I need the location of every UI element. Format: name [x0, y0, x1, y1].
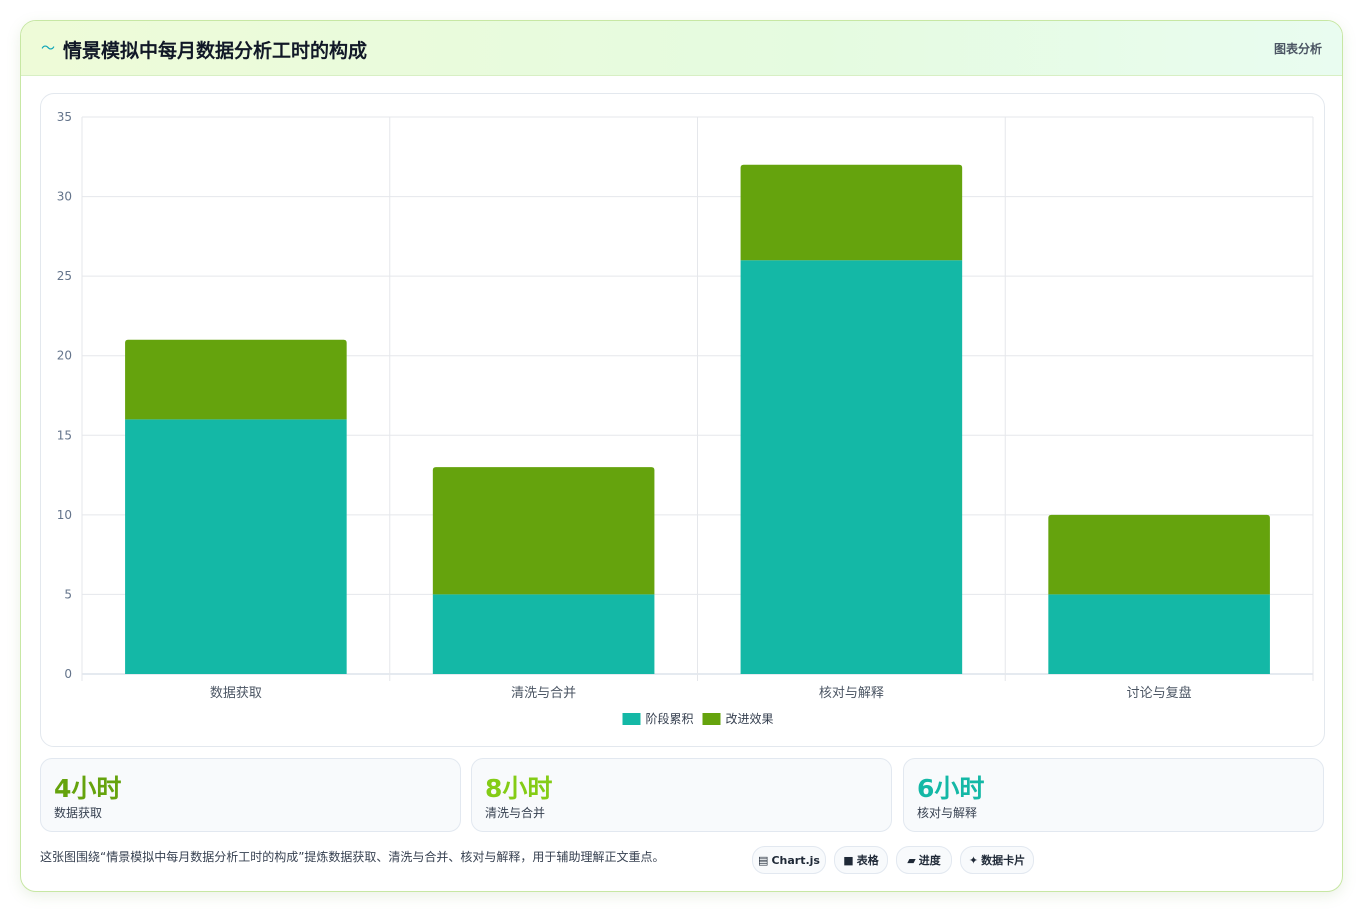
stat-label: 核对与解释 [917, 806, 978, 820]
chip-label: 进度 [918, 854, 941, 867]
chart-tag: 图表分析 [1273, 42, 1322, 56]
x-tick-label: 清洗与合并 [511, 686, 576, 701]
chip-data-card[interactable]: ✦ 数据卡片 [960, 846, 1034, 874]
bar-segment [740, 260, 963, 674]
chart-area: 0 5 10 15 20 25 30 35 数据获取 清洗与合并 核对与解释 讨论与复盘阶段累积 改进效… [40, 93, 1325, 747]
bar-segment [125, 419, 347, 674]
chip-progress[interactable]: ▰ 进度 [896, 846, 952, 874]
stat-label: 清洗与合并 [485, 806, 546, 820]
stat-value: 6小时 [917, 774, 985, 803]
chip-chartjs[interactable]: ▤ Chart.js [752, 846, 826, 874]
chart-note: 这张图围绕“情景模拟中每月数据分析工时的构成”提炼数据获取、清洗与合并、核对与解… [40, 850, 665, 864]
bar-segment [1048, 594, 1270, 674]
sparkle-icon: ✦ [968, 853, 979, 867]
chip-label: Chart.js [771, 853, 820, 867]
bar-segment [125, 339, 347, 420]
y-tick-label: 15 [57, 428, 72, 442]
bar-segment [740, 164, 963, 261]
x-tick-label: 核对与解释 [819, 686, 884, 701]
chart-icon: ▤ [758, 853, 769, 867]
stat-label: 数据获取 [54, 806, 103, 820]
chip-label: 数据卡片 [981, 854, 1026, 867]
stat-card-3: 6小时 核对与解释 [903, 758, 1324, 832]
table-icon: ■ [843, 853, 854, 867]
y-tick-label: 5 [64, 587, 72, 601]
y-tick-label: 35 [57, 110, 72, 124]
wave-icon: 〜 [41, 41, 55, 57]
stat-card-1: 4小时 数据获取 [40, 758, 461, 832]
y-tick-label: 25 [57, 269, 72, 283]
legend-label: 改进效果 [726, 711, 774, 726]
chart-card: 〜 情景模拟中每月数据分析工时的构成 图表分析 0 5 10 15 20 25 30 35 数据… [20, 20, 1343, 892]
legend-swatch [702, 713, 721, 725]
y-tick-label: 0 [64, 667, 72, 681]
chart-title: 情景模拟中每月数据分析工时的构成 [63, 40, 368, 62]
chip-label: 表格 [856, 854, 879, 867]
stat-value: 8小时 [485, 774, 553, 803]
y-tick-label: 10 [57, 508, 72, 522]
card-header: 〜 情景模拟中每月数据分析工时的构成 图表分析 [21, 21, 1342, 76]
x-tick-label: 数据获取 [210, 686, 262, 701]
x-tick-label: 讨论与复盘 [1127, 685, 1192, 701]
legend-swatch [622, 713, 641, 725]
y-tick-label: 20 [57, 349, 72, 363]
bar-segment [1048, 514, 1270, 595]
y-tick-label: 30 [57, 190, 72, 204]
bar-segment [432, 467, 655, 595]
legend-label: 阶段累积 [646, 711, 694, 726]
progress-icon: ▰ [907, 853, 916, 867]
bar-segment [432, 594, 655, 674]
chip-table[interactable]: ■ 表格 [834, 846, 888, 874]
stat-value: 4小时 [54, 774, 122, 803]
stat-card-2: 8小时 清洗与合并 [471, 758, 892, 832]
